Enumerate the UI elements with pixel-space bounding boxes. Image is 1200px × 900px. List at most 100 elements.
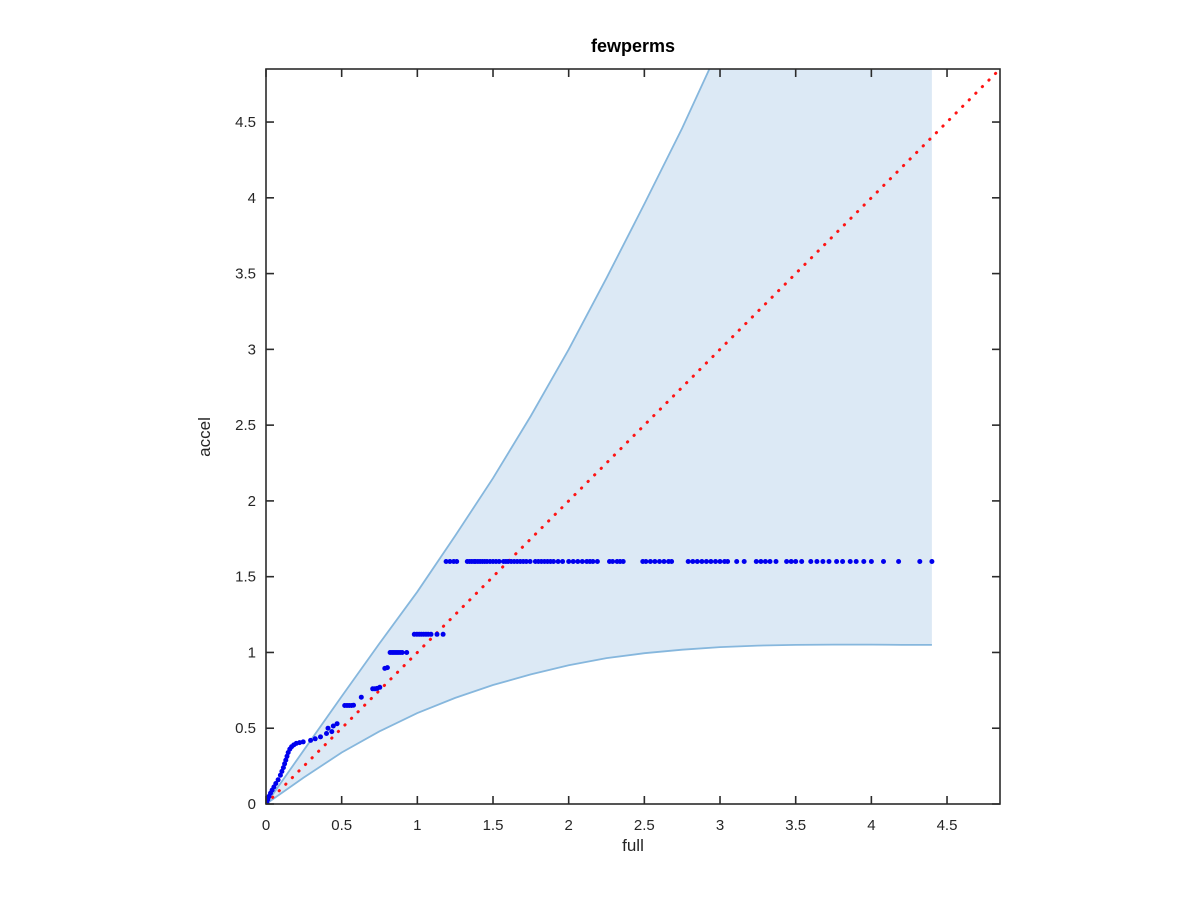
- data-point: [594, 559, 600, 564]
- data-point: [725, 559, 731, 564]
- data-point: [318, 734, 323, 740]
- data-point: [657, 559, 662, 564]
- data-point: [590, 559, 596, 564]
- data-point: [762, 559, 768, 564]
- x-axis-ticks: [265, 69, 948, 804]
- data-point: [560, 559, 566, 564]
- data-point: [523, 559, 529, 564]
- data-point: [610, 559, 616, 564]
- data-point: [708, 559, 714, 564]
- data-point: [440, 631, 446, 637]
- data-point: [753, 559, 759, 564]
- x-tick-label: 4.5: [937, 817, 958, 834]
- data-point: [820, 559, 826, 564]
- data-point: [669, 559, 675, 564]
- data-point: [620, 559, 626, 564]
- data-point: [784, 559, 790, 564]
- data-point: [351, 702, 356, 708]
- data-point: [713, 559, 718, 564]
- y-tick-label: 3: [248, 341, 256, 358]
- x-tick-label: 1: [413, 817, 421, 834]
- data-point: [694, 559, 700, 564]
- y-tick-label: 2.5: [235, 417, 256, 434]
- data-point: [773, 559, 779, 564]
- x-axis-label: full: [622, 836, 644, 855]
- y-tick-label: 2: [248, 493, 256, 510]
- data-point: [308, 737, 314, 743]
- data-point: [808, 559, 814, 564]
- data-point: [788, 559, 794, 564]
- data-point: [652, 559, 658, 564]
- data-point: [661, 559, 667, 564]
- data-point: [881, 559, 886, 564]
- y-tick-label: 0.5: [235, 720, 256, 737]
- data-point: [277, 772, 283, 778]
- data-point: [741, 559, 747, 564]
- y-axis-label: accel: [195, 417, 214, 457]
- data-point: [279, 768, 285, 774]
- x-tick-label: 1.5: [483, 817, 504, 834]
- data-point: [840, 559, 846, 564]
- data-point: [717, 559, 723, 564]
- x-tick-labels: 0 0.5 1 1.5 2 2.5 3 3.5 4 4.5: [262, 817, 958, 834]
- data-point: [275, 777, 281, 783]
- data-point: [443, 559, 449, 564]
- y-tick-labels: 0 0.5 1 1.5 2 2.5 3 3.5 4 4.5: [235, 114, 256, 813]
- data-point: [527, 559, 533, 564]
- data-point: [454, 559, 460, 564]
- data-point: [799, 559, 805, 564]
- y-tick-label: 4: [248, 190, 256, 207]
- data-point: [358, 694, 364, 700]
- data-point: [699, 559, 705, 564]
- x-tick-label: 4: [867, 817, 875, 834]
- data-point: [330, 723, 336, 729]
- data-point: [284, 753, 290, 759]
- x-tick-label: 0: [262, 817, 270, 834]
- data-point: [643, 559, 649, 564]
- data-point: [734, 559, 740, 564]
- data-point: [555, 559, 561, 564]
- data-point: [917, 559, 923, 564]
- data-point: [324, 731, 329, 736]
- x-tick-label: 2.5: [634, 817, 655, 834]
- y-axis-ticks: [266, 121, 1000, 805]
- data-point: [273, 781, 279, 786]
- data-point: [758, 559, 764, 564]
- data-point: [334, 721, 340, 727]
- data-point: [325, 725, 331, 731]
- identity-line: [266, 69, 1000, 804]
- axis-frame: [265, 68, 1001, 805]
- data-point: [551, 559, 556, 564]
- data-point: [847, 559, 853, 564]
- data-point: [579, 559, 585, 564]
- data-point: [447, 559, 453, 564]
- data-point: [767, 559, 773, 564]
- data-point: [853, 559, 859, 564]
- y-tick-label: 0: [248, 796, 256, 813]
- data-point: [868, 559, 874, 564]
- data-point: [280, 765, 286, 771]
- data-point: [404, 650, 410, 655]
- y-tick-label: 4.5: [235, 114, 256, 131]
- scatter-points: [266, 559, 935, 804]
- data-point: [384, 665, 390, 671]
- data-point: [377, 684, 383, 690]
- band-lower-envelope: [266, 643, 932, 804]
- data-point: [793, 559, 799, 564]
- band-upper-envelope: [266, 69, 711, 804]
- data-point: [896, 559, 902, 564]
- x-tick-label: 3: [716, 817, 724, 834]
- data-point: [826, 559, 832, 564]
- data-point: [690, 559, 696, 564]
- data-point: [399, 650, 405, 655]
- data-point: [685, 559, 691, 564]
- data-point: [428, 631, 434, 637]
- y-tick-label: 1: [248, 644, 256, 661]
- data-point: [929, 559, 935, 564]
- data-point: [647, 559, 653, 564]
- data-point: [861, 559, 867, 564]
- data-point: [814, 559, 820, 564]
- y-tick-label: 3.5: [235, 266, 256, 283]
